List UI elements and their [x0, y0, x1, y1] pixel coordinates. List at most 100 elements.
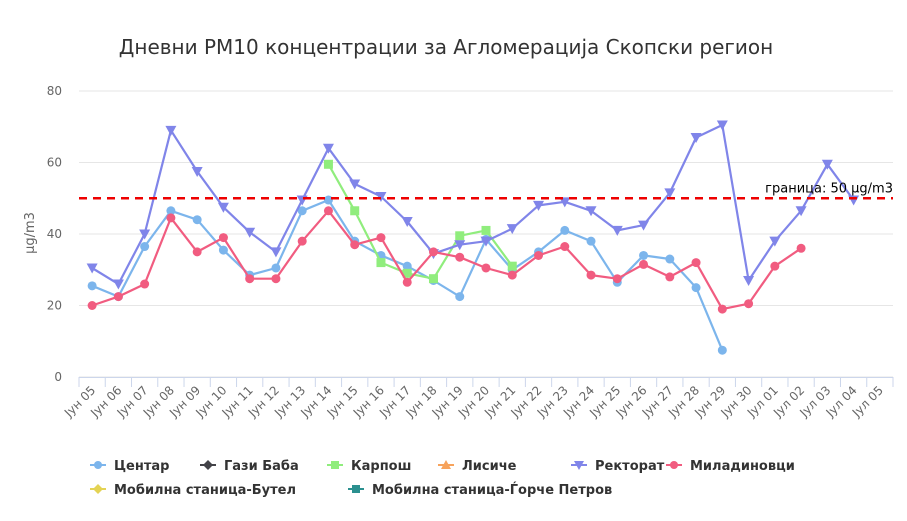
data-point[interactable] [375, 191, 387, 202]
legend-item[interactable]: Мобилна станица-Ѓорче Петров [348, 482, 612, 498]
data-point[interactable] [140, 279, 150, 289]
data-point[interactable] [140, 242, 150, 252]
data-point[interactable] [506, 224, 518, 235]
legend-item[interactable]: Ректорат [571, 459, 665, 474]
data-point[interactable] [455, 231, 465, 241]
data-point[interactable] [559, 197, 571, 208]
data-point[interactable] [192, 247, 202, 257]
data-point[interactable] [323, 195, 333, 205]
legend-item[interactable]: Гази Баба [200, 459, 299, 474]
data-point[interactable] [665, 254, 675, 264]
data-point[interactable] [401, 216, 413, 227]
data-point[interactable] [244, 227, 256, 238]
data-point[interactable] [821, 159, 833, 170]
data-point[interactable] [716, 120, 728, 131]
legend-label: Мобилна станица-Ѓорче Петров [372, 482, 612, 498]
data-point[interactable] [586, 270, 596, 280]
data-point[interactable] [271, 274, 281, 284]
data-point[interactable] [112, 279, 124, 290]
legend-label: Ректорат [595, 459, 665, 474]
data-point[interactable] [665, 272, 675, 282]
data-point[interactable] [322, 143, 334, 154]
data-point[interactable] [481, 225, 491, 235]
data-point[interactable] [560, 225, 570, 235]
data-point[interactable] [586, 236, 596, 246]
data-point[interactable] [217, 202, 229, 213]
data-point[interactable] [271, 263, 281, 273]
legend-label: Карпош [351, 459, 411, 474]
legend-item[interactable]: Карпош [327, 459, 411, 474]
series-line [91, 123, 855, 286]
legend-item[interactable]: Миладиновци [666, 459, 795, 474]
data-point[interactable] [402, 261, 412, 271]
legend-item[interactable]: Лисиче [438, 459, 517, 474]
data-point[interactable] [350, 240, 360, 250]
data-point[interactable] [534, 250, 544, 260]
legend-label: Центар [114, 459, 169, 474]
legend-marker-swatch [352, 485, 360, 493]
data-point[interactable] [611, 225, 623, 236]
legend-marker-swatch [670, 461, 678, 469]
data-point[interactable] [166, 206, 176, 216]
data-point[interactable] [323, 206, 333, 216]
data-point[interactable] [560, 242, 570, 252]
data-point[interactable] [166, 213, 176, 223]
data-point[interactable] [691, 283, 701, 293]
data-point[interactable] [87, 301, 97, 310]
data-point[interactable] [350, 206, 360, 216]
data-point[interactable] [455, 292, 465, 302]
data-point[interactable] [218, 245, 228, 255]
data-point[interactable] [639, 259, 649, 269]
data-point[interactable] [691, 258, 701, 268]
data-point[interactable] [113, 292, 123, 302]
data-point[interactable] [664, 188, 676, 199]
data-point[interactable] [690, 132, 702, 143]
legend-label: Гази Баба [224, 459, 299, 474]
series-Ректорат [86, 120, 860, 290]
data-point[interactable] [769, 236, 781, 247]
data-point[interactable] [86, 263, 98, 274]
data-point[interactable] [428, 247, 438, 257]
data-point[interactable] [770, 261, 780, 271]
data-point[interactable] [455, 252, 465, 262]
data-point[interactable] [638, 220, 650, 231]
data-point[interactable] [402, 277, 412, 287]
data-point[interactable] [139, 229, 151, 240]
data-point[interactable] [585, 206, 597, 217]
data-point[interactable] [192, 215, 202, 225]
data-point[interactable] [507, 261, 517, 271]
data-point[interactable] [717, 345, 727, 355]
data-point[interactable] [454, 240, 466, 251]
legend-item[interactable]: Мобилна станица-Бутел [90, 483, 296, 498]
threshold-label: граница: 50 µg/m3 [765, 181, 893, 196]
data-point[interactable] [743, 275, 755, 286]
data-point[interactable] [717, 304, 727, 314]
data-point[interactable] [270, 247, 282, 258]
data-point[interactable] [612, 274, 622, 284]
data-point[interactable] [87, 281, 97, 291]
data-point[interactable] [795, 206, 807, 217]
data-point[interactable] [533, 200, 545, 211]
data-point[interactable] [507, 270, 517, 280]
data-point[interactable] [744, 299, 754, 309]
data-point[interactable] [349, 179, 361, 190]
data-point[interactable] [639, 250, 649, 260]
legend-marker-swatch [94, 461, 102, 469]
data-point[interactable] [376, 258, 386, 268]
data-point[interactable] [245, 274, 255, 284]
legend-marker-swatch [93, 484, 103, 494]
data-point[interactable] [323, 159, 333, 169]
data-point[interactable] [480, 236, 492, 247]
data-point[interactable] [796, 243, 806, 253]
data-point[interactable] [165, 125, 177, 136]
legend-item[interactable]: Центар [90, 459, 169, 474]
data-point[interactable] [297, 206, 307, 216]
data-point[interactable] [402, 268, 412, 278]
data-point[interactable] [481, 263, 491, 273]
data-point[interactable] [297, 236, 307, 246]
data-point[interactable] [376, 233, 386, 243]
data-point[interactable] [218, 233, 228, 243]
data-point[interactable] [428, 274, 438, 284]
threshold-layer: граница: 50 µg/m3 [79, 181, 893, 200]
data-point[interactable] [191, 166, 203, 177]
